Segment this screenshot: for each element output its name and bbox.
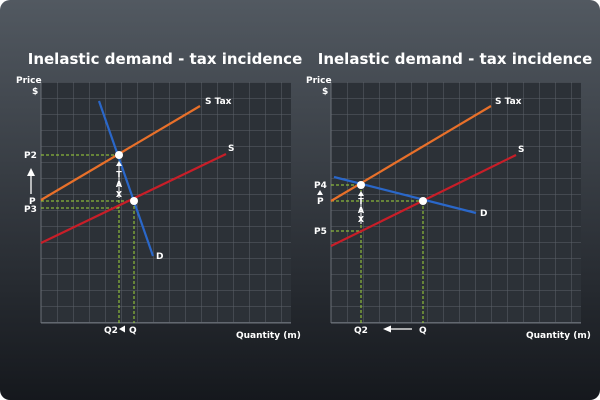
- quantity-label-q: Q: [129, 326, 137, 336]
- y-axis-label-dollar: $: [32, 87, 38, 97]
- quantity-label-q2: Q2: [354, 326, 368, 336]
- price-label-p: P: [29, 197, 36, 207]
- tax-equilibrium-point: [115, 151, 123, 159]
- equilibrium-point: [130, 197, 138, 205]
- panel-right: Inelastic demand - tax incidence Price $…: [306, 50, 592, 341]
- price-label-p: P: [317, 197, 324, 207]
- tax-equilibrium-point: [357, 181, 365, 189]
- demand-curve: [97, 100, 155, 257]
- tax-letter-a: A: [358, 206, 365, 215]
- supply-label: S: [518, 145, 524, 155]
- tax-marker: T A X: [358, 191, 365, 224]
- price-up-arrow-icon: [317, 190, 323, 195]
- price-label-p2: P2: [24, 151, 37, 161]
- quantity-label-q: Q: [419, 326, 427, 336]
- x-axis-label: Quantity (m): [236, 331, 301, 341]
- quantity-left-arrow-icon: [119, 325, 125, 333]
- price-label-p3: P3: [24, 205, 37, 215]
- tax-letter-a: A: [116, 180, 123, 189]
- y-axis-label-price: Price: [16, 76, 42, 86]
- tax-letter-x: X: [358, 215, 365, 224]
- panel-title: Inelastic demand - tax incidence: [28, 50, 303, 68]
- tax-letter-t: T: [116, 170, 122, 179]
- panel-left: Inelastic demand - tax incidence Price $…: [16, 50, 302, 341]
- price-up-arrow-icon: [27, 168, 35, 194]
- grid: [41, 82, 291, 323]
- price-label-p4: P4: [314, 181, 327, 191]
- supply-label: S: [228, 144, 234, 154]
- demand-label: D: [156, 252, 163, 262]
- tax-letter-t: T: [358, 197, 364, 206]
- tax-arrow-icon: [358, 191, 364, 196]
- quantity-left-arrow-icon: [383, 325, 412, 333]
- supply-tax-label: S Tax: [495, 97, 522, 107]
- y-axis-label-price: Price: [306, 76, 332, 86]
- demand-label: D: [480, 209, 487, 219]
- y-axis-label-dollar: $: [322, 87, 328, 97]
- equilibrium-point: [419, 197, 427, 205]
- x-axis-label: Quantity (m): [526, 331, 591, 341]
- panel-title: Inelastic demand - tax incidence: [318, 50, 593, 68]
- tax-arrow-icon: [116, 161, 122, 166]
- price-label-p5: P5: [314, 227, 327, 237]
- tax-marker: T A X: [116, 161, 123, 199]
- tax-letter-x: X: [116, 190, 123, 199]
- supply-tax-label: S Tax: [205, 97, 232, 107]
- grid: [331, 82, 581, 323]
- quantity-label-q2: Q2: [104, 326, 118, 336]
